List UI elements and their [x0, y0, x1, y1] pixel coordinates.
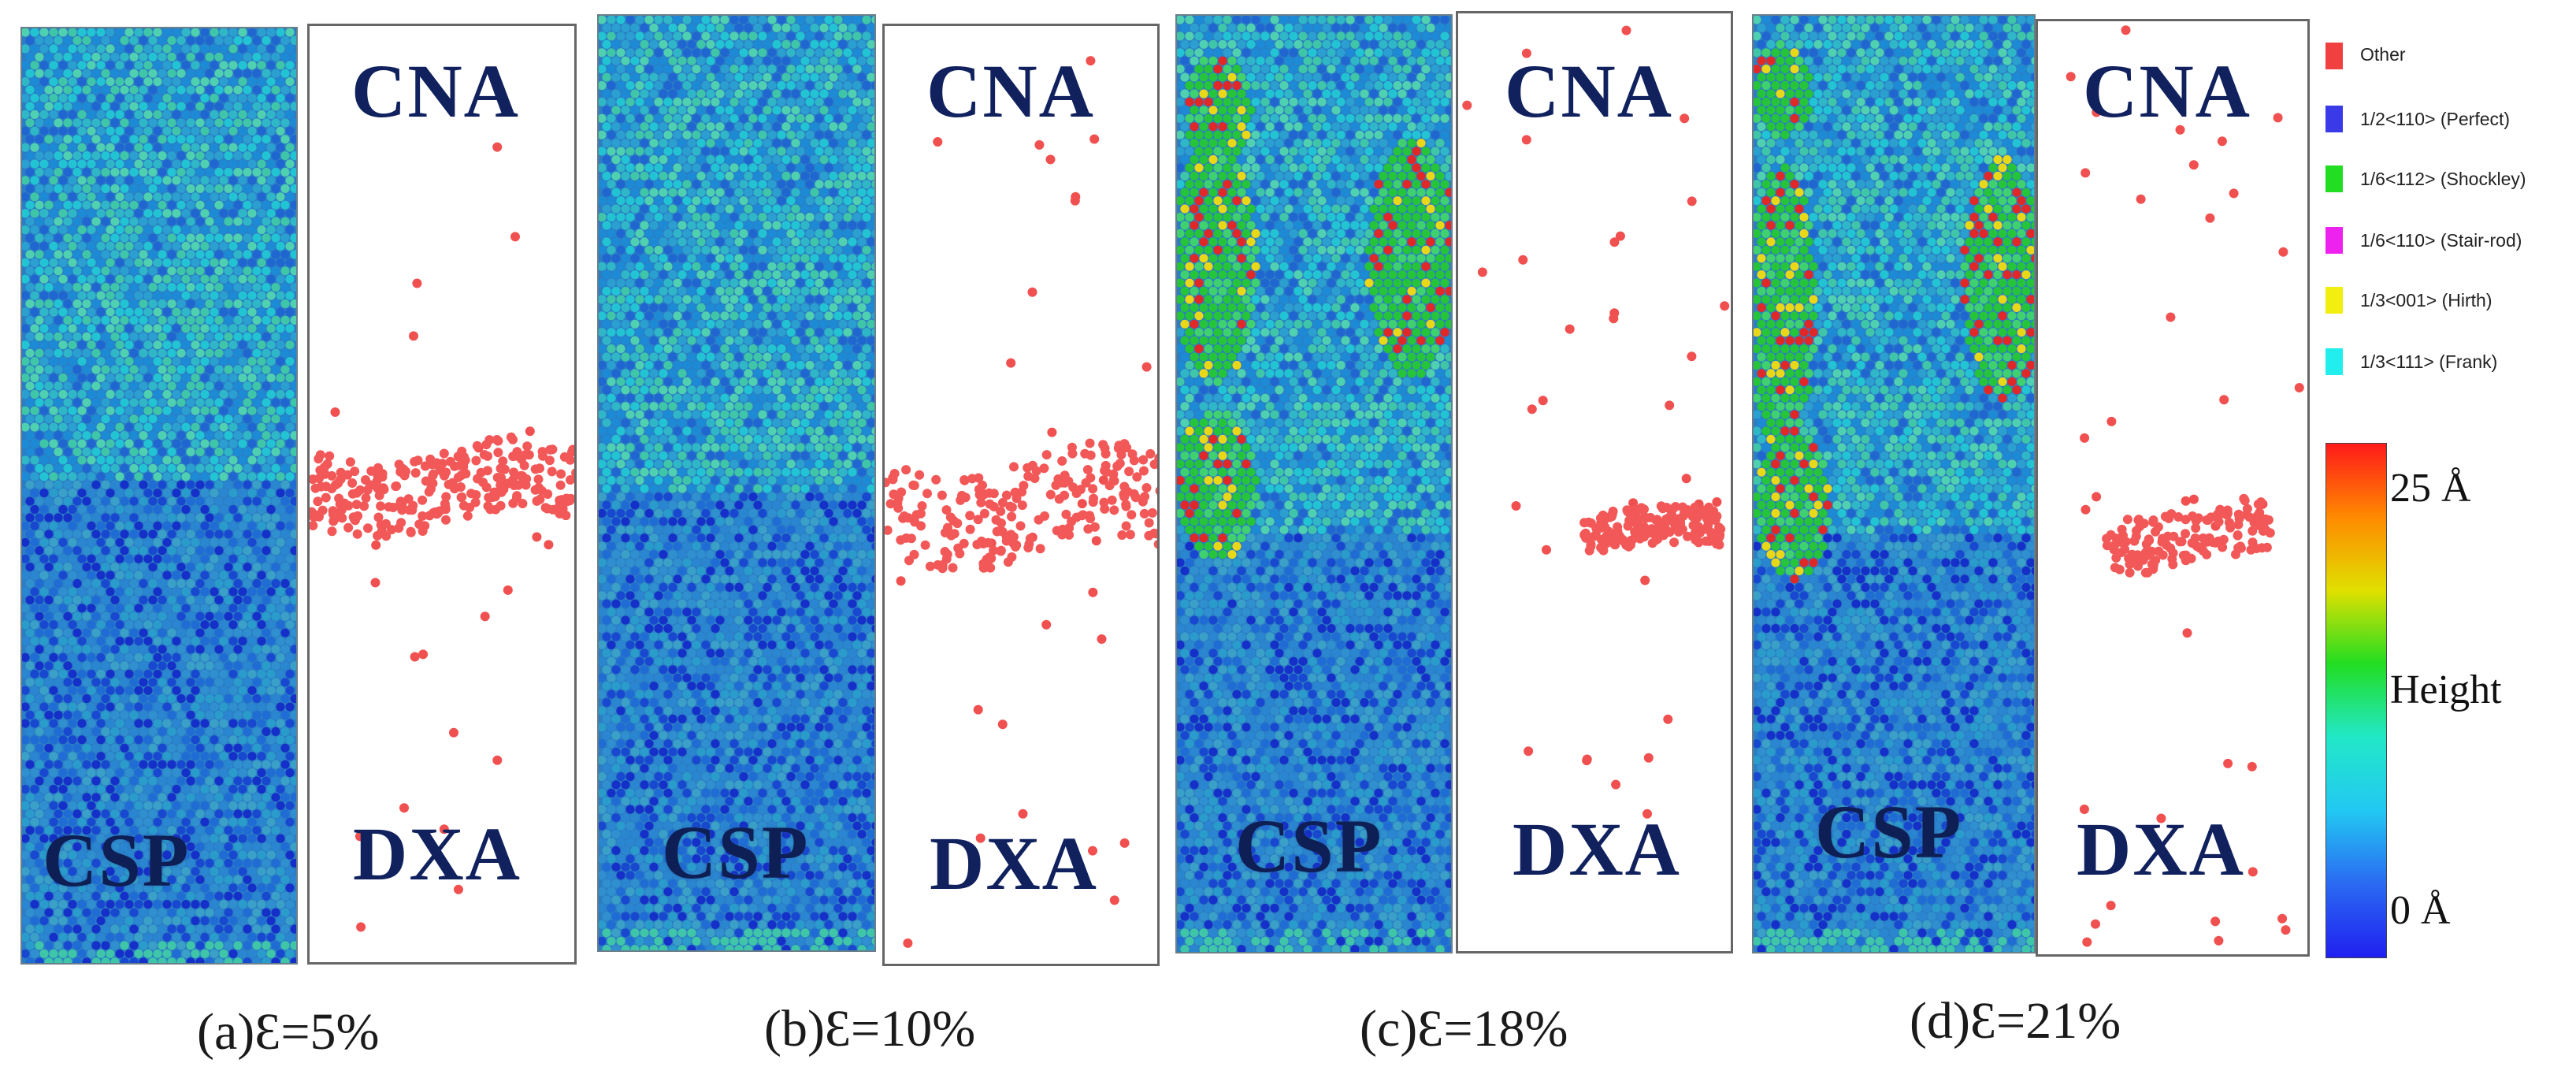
- legend-label-hirth: 1/3<001> (Hirth): [2360, 290, 2492, 310]
- legend-swatch-shockley: [2325, 165, 2343, 192]
- dxa-label-c: DXA: [1513, 807, 1681, 891]
- caption-c: (c)Ɛ=18%: [1360, 1000, 1568, 1058]
- atom-field: [1177, 16, 1451, 952]
- dxa-panel-d: [2036, 19, 2310, 957]
- csp-panel-c: [1175, 14, 1453, 953]
- caption-d: (d)Ɛ=21%: [1910, 992, 2121, 1050]
- csp-panel-d: [1752, 14, 2036, 953]
- legend-swatch-other: [2325, 43, 2343, 69]
- atom-field: [599, 16, 874, 950]
- caption-b: (b)Ɛ=10%: [764, 1000, 976, 1058]
- dxa-label-a: DXA: [353, 812, 522, 896]
- cna-label-d: CNA: [2083, 49, 2251, 133]
- csp-panel-a: [20, 27, 298, 965]
- defect-atoms: [885, 56, 1157, 948]
- legend-label-frank: 1/3<111> (Frank): [2360, 351, 2498, 372]
- colorbar-mid-label: Height: [2390, 667, 2502, 712]
- legend-swatch-hirth: [2325, 287, 2343, 314]
- dxa-panel-b: [882, 24, 1160, 966]
- height-colorbar: [2325, 443, 2387, 958]
- dxa-panel-c: [1456, 11, 1733, 953]
- csp-panel-b: [597, 14, 876, 952]
- legend-label-shockley: 1/6<112> (Shockley): [2360, 169, 2526, 189]
- legend-label-perfect: 1/2<110> (Perfect): [2360, 109, 2511, 129]
- csp-label-b: CSP: [662, 810, 810, 894]
- dxa-panel-a: [307, 24, 577, 965]
- csp-label-a: CSP: [43, 818, 191, 902]
- colorbar-max-label: 25 Å: [2390, 466, 2471, 511]
- caption-a: (a)Ɛ=5%: [197, 1003, 380, 1061]
- legend-label-stair-rod: 1/6<110> (Stair-rod): [2360, 230, 2522, 251]
- defect-atoms: [2066, 25, 2304, 947]
- atom-field: [1754, 16, 2034, 952]
- dxa-label-b: DXA: [930, 821, 1098, 905]
- colorbar-min-label: 0 Å: [2390, 888, 2451, 933]
- legend-swatch-stair-rod: [2325, 227, 2343, 254]
- atom-field: [22, 28, 296, 963]
- cna-label-b: CNA: [926, 49, 1095, 133]
- csp-label-c: CSP: [1235, 804, 1383, 888]
- legend-label-other: Other: [2360, 44, 2406, 65]
- cna-label-c: CNA: [1505, 49, 1673, 133]
- legend-swatch-perfect: [2325, 106, 2343, 132]
- csp-label-d: CSP: [1815, 790, 1963, 874]
- legend-swatch-frank: [2325, 348, 2343, 375]
- dxa-label-d: DXA: [2077, 807, 2245, 891]
- cna-label-a: CNA: [351, 49, 520, 133]
- defect-atoms: [1462, 25, 1730, 819]
- defect-atoms: [310, 142, 574, 932]
